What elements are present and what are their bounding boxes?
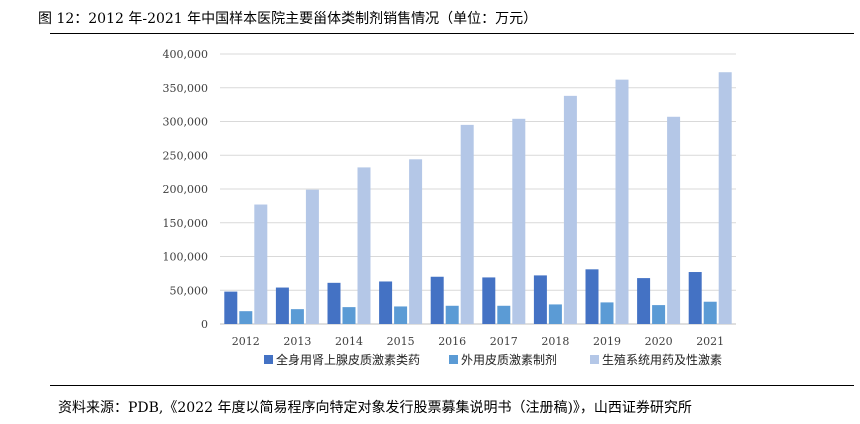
legend-label: 全身用肾上腺皮质激素类药 — [276, 352, 420, 367]
y-tick-label: 400,000 — [163, 48, 209, 61]
bar — [446, 306, 459, 324]
bar — [586, 269, 599, 324]
y-tick-label: 150,000 — [163, 217, 209, 230]
bar — [564, 96, 577, 324]
bar — [306, 190, 319, 324]
y-tick-label: 100,000 — [163, 251, 209, 264]
x-tick-label: 2020 — [645, 335, 673, 348]
bar — [549, 304, 562, 324]
bar — [652, 305, 665, 324]
bar — [379, 281, 392, 324]
x-tick-label: 2019 — [593, 335, 621, 348]
y-tick-label: 250,000 — [163, 149, 209, 162]
bar — [394, 306, 407, 324]
x-tick-label: 2021 — [696, 335, 724, 348]
bar — [616, 80, 629, 324]
bar-chart: 0 50,000 100,000 150,000 200,000 250,000 300,0… — [0, 0, 860, 380]
bar — [667, 117, 680, 324]
bar — [461, 125, 474, 324]
bars — [224, 72, 731, 324]
bar — [343, 307, 356, 324]
bar — [534, 275, 547, 324]
bar — [482, 277, 495, 324]
legend-label: 生殖系统用药及性激素 — [602, 352, 722, 367]
bar — [328, 283, 341, 324]
bar — [276, 288, 289, 324]
bar — [254, 205, 267, 324]
bar — [409, 159, 422, 324]
x-tick-label: 2013 — [283, 335, 311, 348]
bottom-rule — [50, 385, 854, 386]
bar — [704, 302, 717, 324]
x-tick-label: 2012 — [232, 335, 260, 348]
bar — [637, 278, 650, 324]
bar — [497, 306, 510, 324]
x-tick-label: 2016 — [438, 335, 466, 348]
source-note: 资料来源：PDB,《2022 年度以简易程序向特定对象发行股票募集说明书（注册稿… — [58, 397, 692, 417]
legend-swatch — [449, 355, 458, 364]
bar — [239, 311, 252, 324]
bar — [512, 119, 525, 324]
y-tick-label: 0 — [201, 318, 208, 331]
y-tick-label: 350,000 — [163, 82, 209, 95]
legend: 全身用肾上腺皮质激素类药 外用皮质激素制剂 生殖系统用药及性激素 — [264, 352, 722, 367]
x-tick-label: 2017 — [490, 335, 518, 348]
x-tick-label: 2015 — [387, 335, 415, 348]
x-tick-label: 2014 — [335, 335, 363, 348]
grid-lines — [220, 54, 736, 324]
bar — [224, 292, 237, 324]
legend-swatch — [264, 355, 273, 364]
legend-label: 外用皮质激素制剂 — [461, 352, 557, 367]
bar — [291, 309, 304, 324]
bar — [689, 272, 702, 324]
y-axis-ticks: 0 50,000 100,000 150,000 200,000 250,000 300,0… — [163, 48, 209, 331]
y-tick-label: 300,000 — [163, 116, 209, 129]
x-axis-ticks: 2012 2013 2014 2015 2016 2017 2018 2019 2020 2021 — [232, 335, 724, 348]
x-tick-label: 2018 — [541, 335, 569, 348]
bar — [358, 167, 371, 324]
bar — [601, 302, 614, 324]
y-tick-label: 200,000 — [163, 183, 209, 196]
y-tick-label: 50,000 — [170, 284, 209, 297]
bar — [431, 277, 444, 324]
bar — [719, 72, 732, 324]
legend-swatch — [590, 355, 599, 364]
